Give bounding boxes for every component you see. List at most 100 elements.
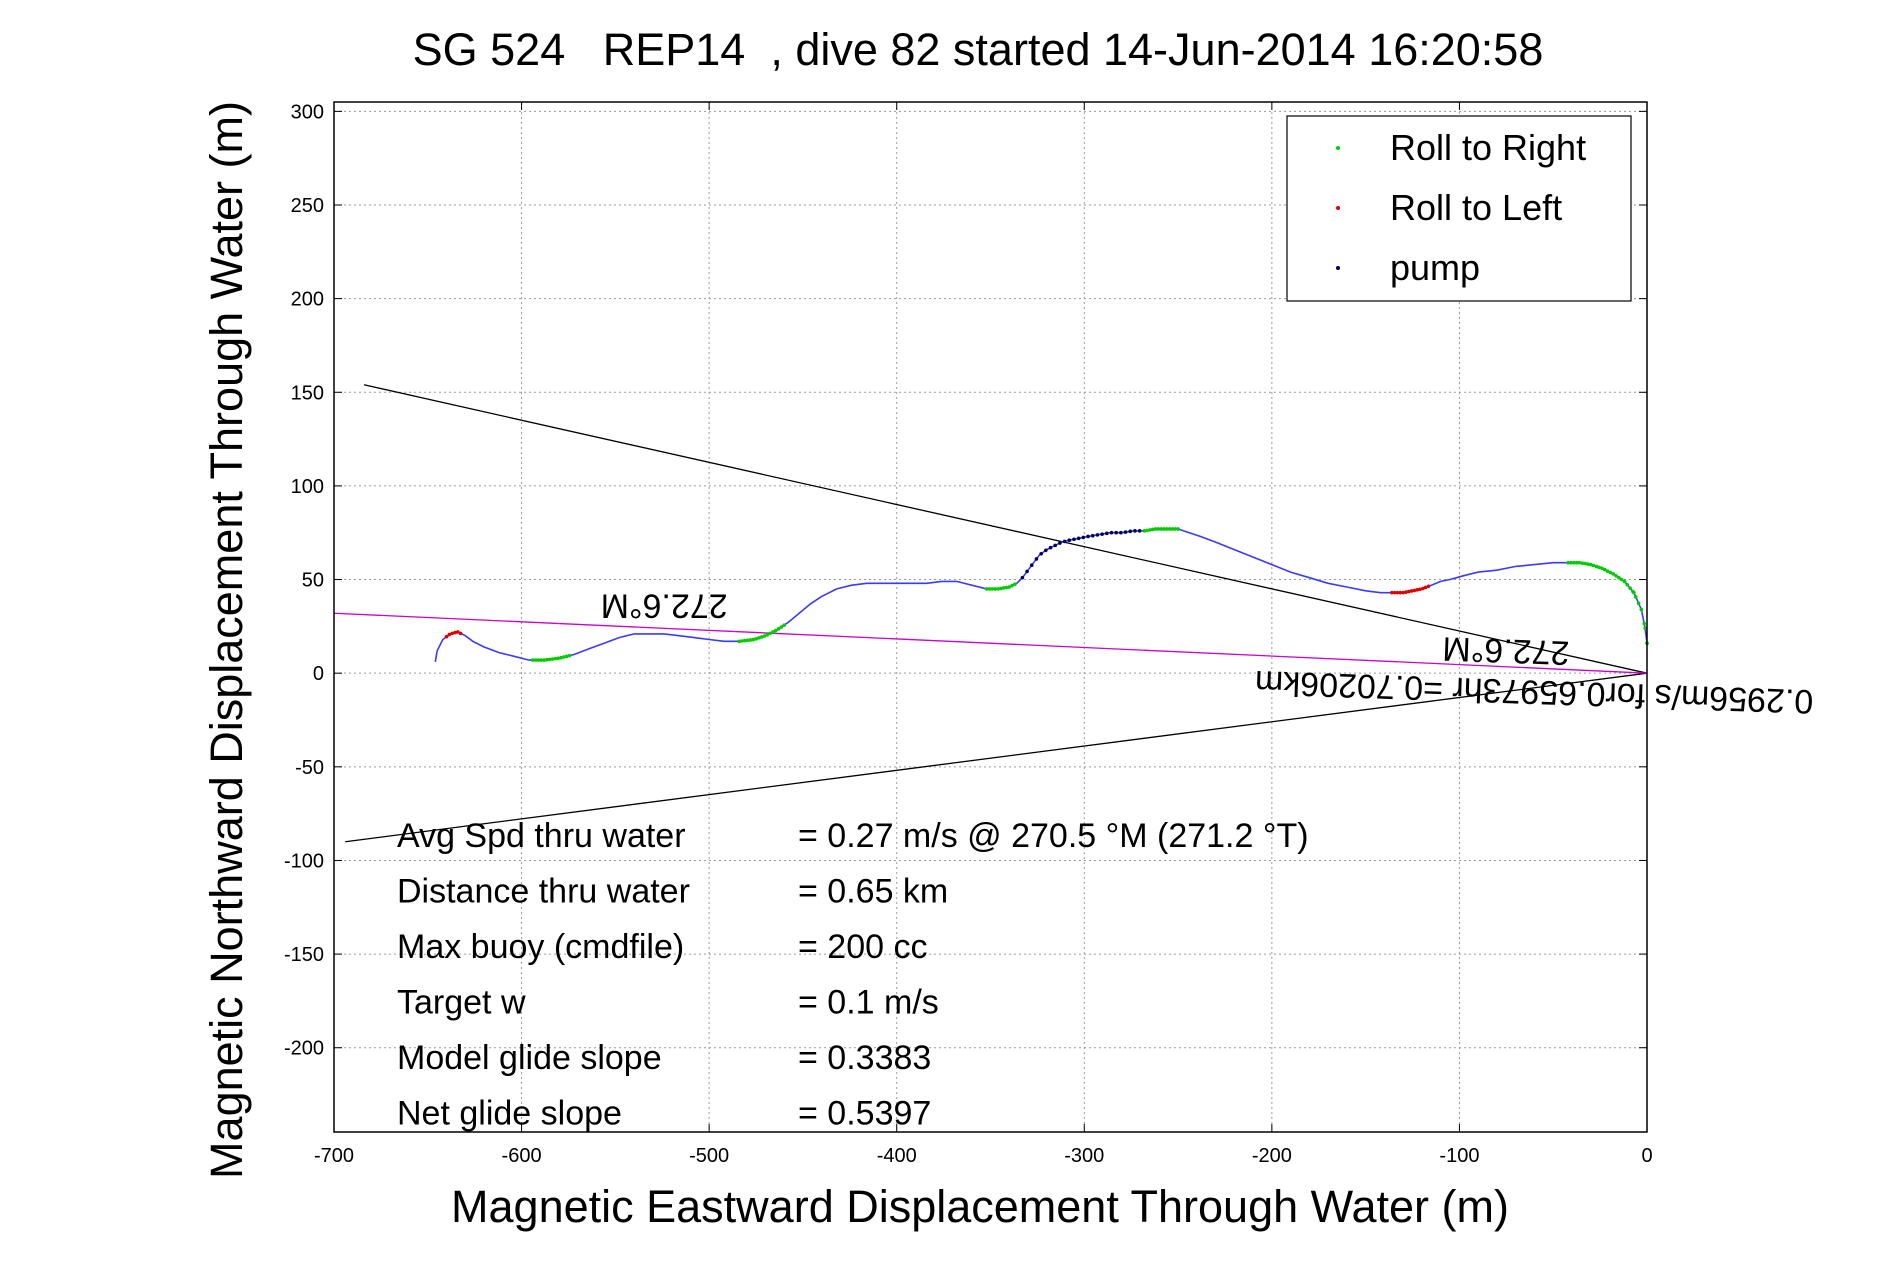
y-tick-label: 150 (291, 382, 324, 404)
roll-left-marker (1392, 590, 1397, 595)
pump-marker (1095, 533, 1100, 537)
roll-right-marker (1156, 527, 1161, 531)
roll-left-marker (1401, 590, 1405, 595)
roll-right-marker (987, 587, 992, 591)
annotation-value: = 0.27 m/s @ 270.5 °M (271.2 °T) (798, 817, 1309, 855)
pump-marker (1039, 551, 1043, 556)
roll-left-marker (1398, 590, 1403, 595)
pump-marker (1090, 533, 1095, 538)
roll-right-marker (745, 638, 750, 643)
pump-marker (1114, 530, 1118, 535)
roll-right-marker (1594, 564, 1599, 569)
roll-right-marker (531, 658, 535, 662)
track-line (434, 528, 1648, 663)
pump-marker (1053, 543, 1058, 548)
annotation-value: = 0.3383 (798, 1039, 931, 1077)
roll-left-marker (1415, 588, 1420, 592)
roll-right-marker (1142, 529, 1147, 533)
roll-right-marker (993, 587, 997, 591)
roll-right-marker (561, 655, 566, 659)
y-tick-label: 50 (302, 570, 324, 592)
heading-label: 272.6°M (1442, 629, 1570, 671)
roll-right-marker (742, 638, 747, 643)
roll-right-marker (1605, 569, 1610, 573)
annotation-value: = 0.1 m/s (798, 984, 939, 1022)
x-tick-label: 0 (1641, 1145, 1652, 1167)
legend-marker (1336, 206, 1340, 210)
roll-right-marker (779, 625, 784, 629)
roll-right-marker (1569, 560, 1573, 565)
plot-frame (333, 101, 1648, 1133)
annotation-label: Net glide slope (397, 1095, 622, 1133)
x-axis-title: Magnetic Eastward Displacement Through W… (451, 1181, 1509, 1232)
annotation-value: = 0.65 km (798, 873, 948, 911)
roll-right-marker (553, 656, 558, 661)
roll-right-marker (1586, 562, 1590, 566)
roll-right-marker (1170, 527, 1175, 531)
roll-right-marker (1633, 595, 1638, 599)
pump-marker (1128, 529, 1133, 534)
chart-title: SG 524 REP14 , dive 82 started 14-Jun-20… (413, 24, 1544, 75)
reference-lines (333, 384, 1648, 843)
pump-marker (1067, 538, 1072, 543)
roll-right-marker (1572, 560, 1576, 565)
y-tick-label: 200 (291, 289, 324, 311)
roll-left-marker (455, 630, 460, 634)
pump-marker (1137, 529, 1142, 533)
roll-left-marker (1426, 584, 1431, 589)
roll-right-marker (748, 638, 753, 642)
roll-right-marker (564, 654, 569, 659)
roll-right-marker (765, 632, 770, 637)
heading-line-magenta (333, 612, 1648, 674)
track-group (434, 528, 1648, 663)
annotations: Avg Spd thru water = 0.27 m/s @ 270.5 °M … (397, 817, 1309, 1133)
roll-right-marker (759, 635, 764, 639)
roll-right-marker (984, 587, 989, 591)
pump-marker (1119, 530, 1123, 535)
roll-right-marker (990, 587, 995, 591)
roll-left-marker (1412, 588, 1417, 593)
roll-right-marker (1566, 560, 1571, 565)
roll-right-marker (1617, 575, 1621, 580)
roll-right-marker (1007, 585, 1012, 589)
annotation-label: Distance thru water (397, 873, 690, 911)
pump-marker (1029, 563, 1034, 567)
y-tick-label: 250 (291, 195, 324, 217)
roll-left-marker (1418, 587, 1422, 592)
pump-marker (1034, 557, 1039, 561)
legend-marker (1336, 266, 1340, 270)
roll-left-marker (1423, 585, 1428, 590)
pump-marker (1104, 531, 1109, 536)
roll-left-marker (447, 632, 452, 637)
heading-label: 272.6°M (601, 587, 728, 625)
annotation-label: Model glide slope (397, 1039, 662, 1077)
x-tick-label: -300 (1064, 1145, 1104, 1167)
roll-right-marker (1619, 577, 1624, 582)
roll-right-marker (567, 653, 572, 658)
roll-right-marker (1622, 579, 1627, 584)
roll-right-marker (1165, 527, 1169, 531)
roll-right-marker (545, 657, 549, 662)
roll-right-marker (757, 636, 761, 640)
roll-right-marker (740, 639, 744, 643)
roll-right-marker (1625, 582, 1630, 587)
roll-right-marker (1611, 572, 1616, 576)
roll-right-marker (1597, 565, 1601, 570)
legend-label: Roll to Left (1390, 187, 1562, 228)
heading-line-upper (363, 384, 1648, 674)
roll-right-marker (1642, 621, 1646, 626)
roll-right-marker (1010, 583, 1014, 588)
roll-right-marker (776, 627, 781, 631)
annotation-label: Avg Spd thru water (397, 817, 686, 855)
roll-right-marker (1153, 527, 1158, 531)
x-tick-label: -600 (502, 1145, 542, 1167)
roll-right-marker (1145, 528, 1149, 533)
roll-right-marker (1643, 626, 1647, 631)
roll-right-marker (1150, 527, 1155, 532)
roll-left-marker (1395, 590, 1400, 595)
roll-right-marker (1591, 563, 1596, 568)
y-tick-label: -200 (284, 1038, 324, 1060)
pump-marker (1048, 545, 1053, 550)
x-tick-label: -400 (877, 1145, 917, 1167)
roll-left-marker (458, 631, 463, 636)
